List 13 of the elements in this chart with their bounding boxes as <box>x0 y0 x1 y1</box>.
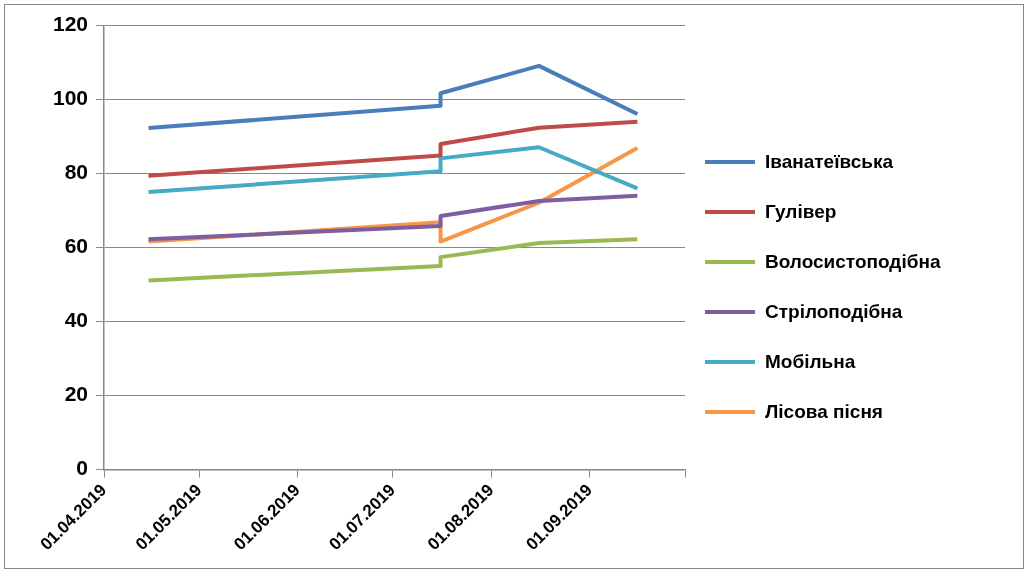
y-tick-label: 0 <box>76 456 89 480</box>
legend-label: Волосистоподібна <box>765 250 941 273</box>
legend-label: Іванатеївська <box>765 150 894 173</box>
legend-label: Стрілоподібна <box>765 300 903 323</box>
y-tick-label: 20 <box>64 382 89 406</box>
y-tick-label: 80 <box>64 160 89 184</box>
y-tick-label: 120 <box>52 12 89 36</box>
y-tick-label: 100 <box>52 86 89 110</box>
y-tick-label: 40 <box>64 308 89 332</box>
y-tick-label: 60 <box>64 234 89 258</box>
legend-label: Лісова пісня <box>765 400 883 423</box>
legend-label: Гулівер <box>765 200 837 223</box>
legend-label: Мобільна <box>765 350 856 373</box>
